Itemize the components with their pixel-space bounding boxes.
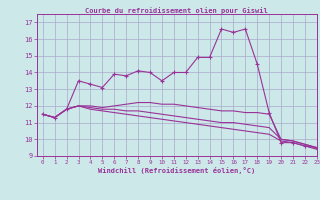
X-axis label: Windchill (Refroidissement éolien,°C): Windchill (Refroidissement éolien,°C)	[98, 167, 255, 174]
Title: Courbe du refroidissement olien pour Giswil: Courbe du refroidissement olien pour Gis…	[85, 7, 268, 14]
